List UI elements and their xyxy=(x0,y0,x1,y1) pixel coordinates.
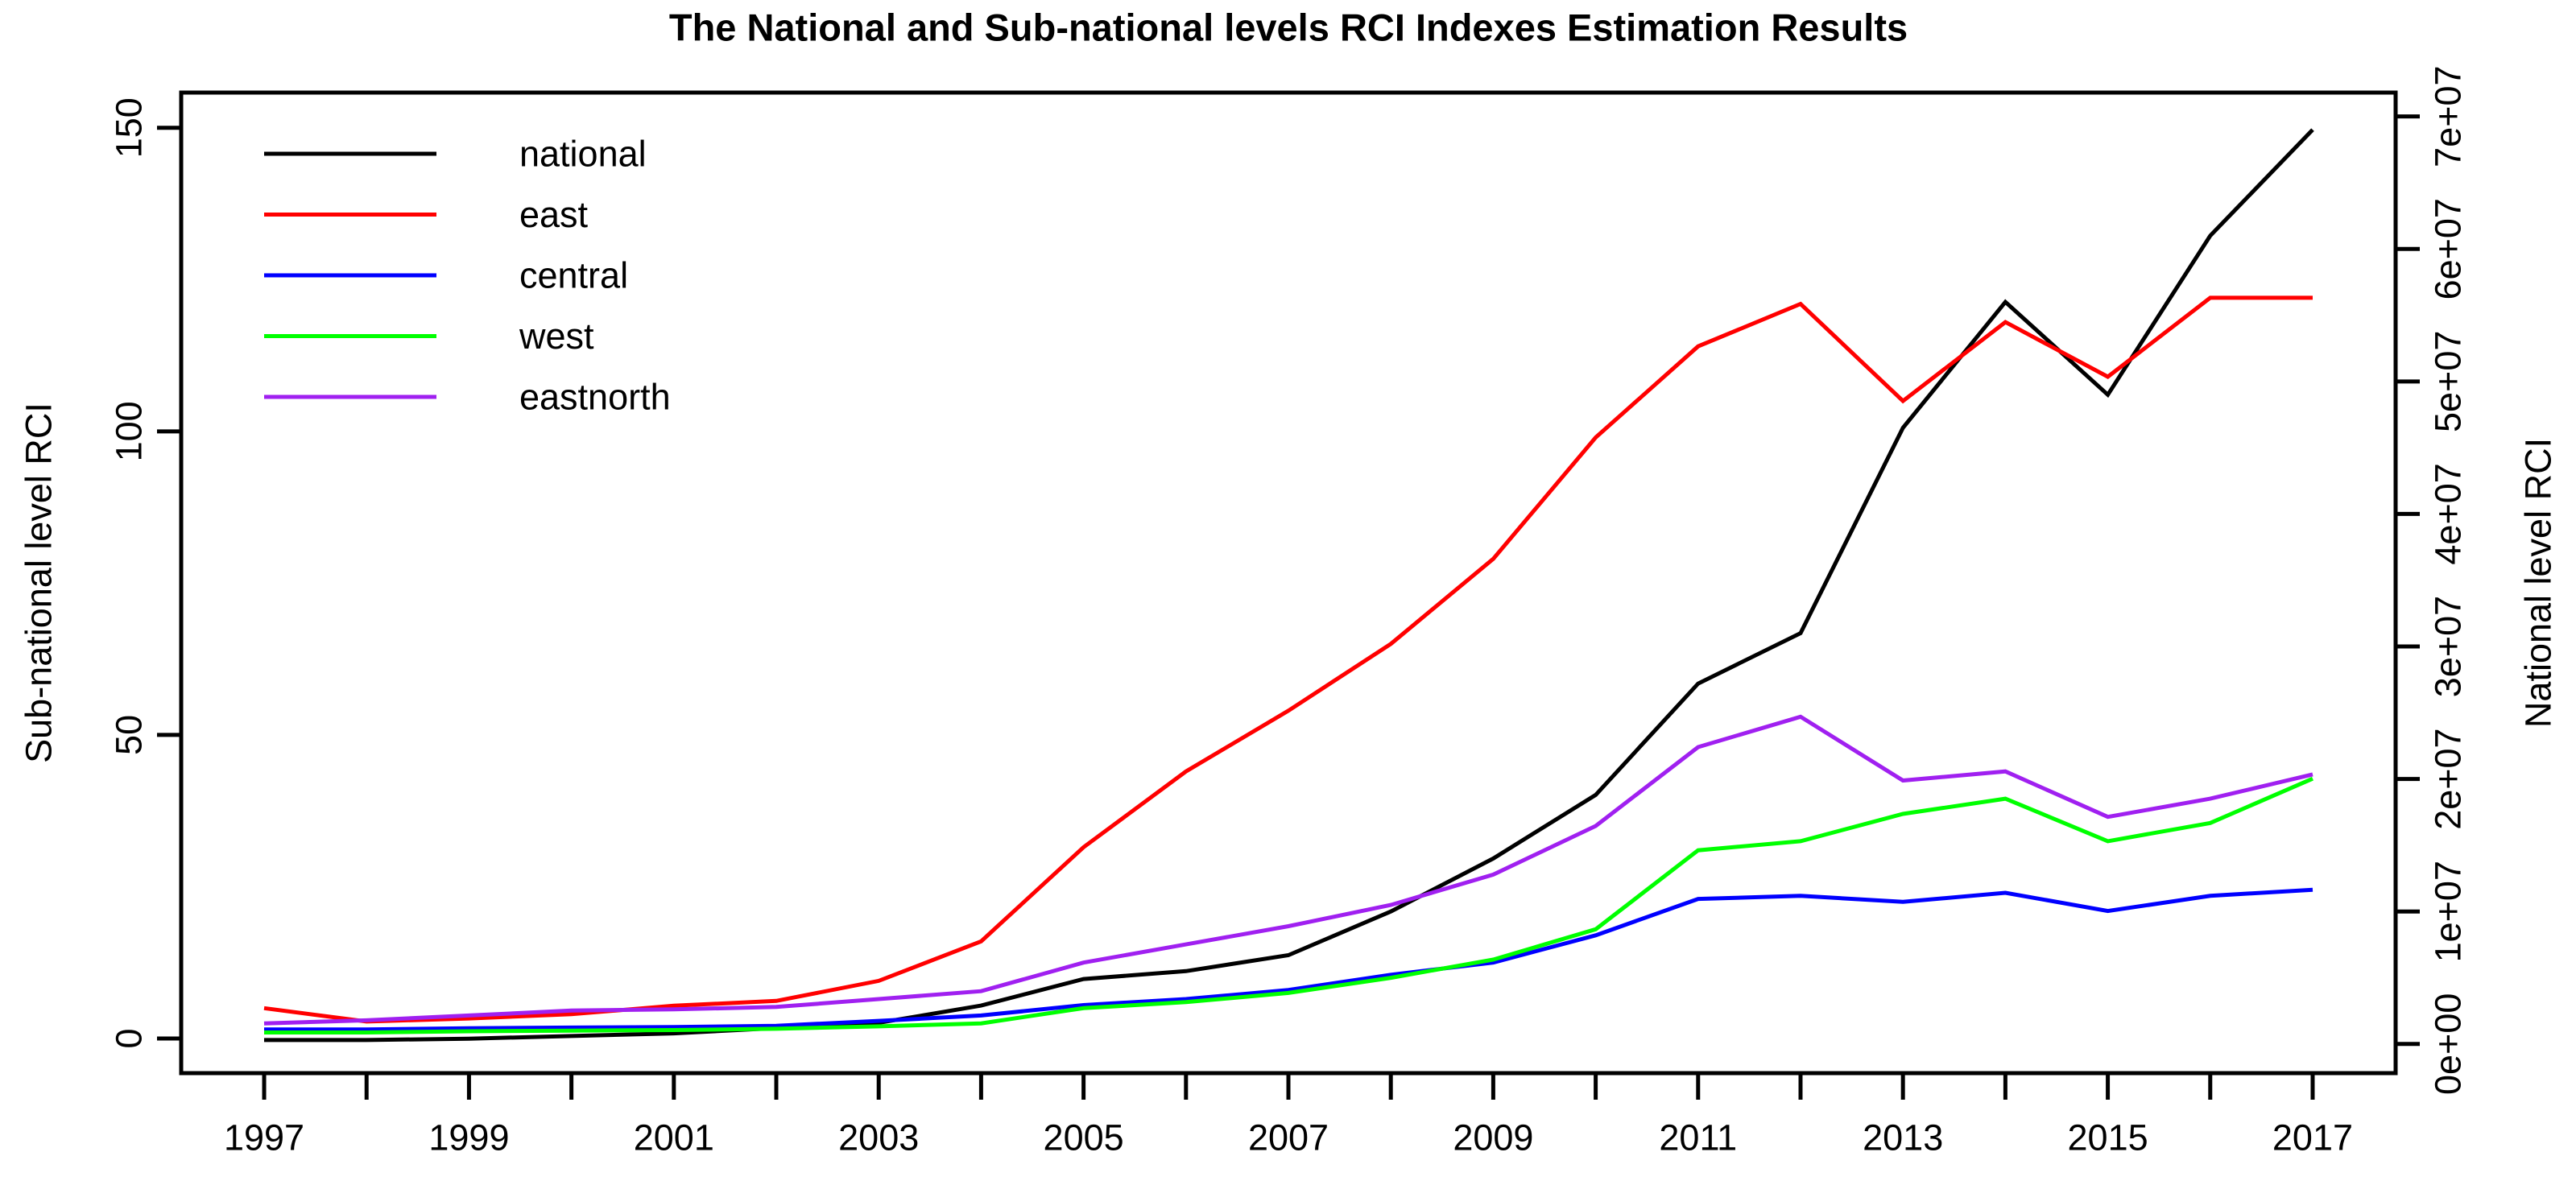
right-tick-label: 4e+07 xyxy=(2428,463,2469,564)
series-line-national xyxy=(264,128,2314,1043)
series-line-central xyxy=(264,887,2313,1032)
right-tick-label: 7e+07 xyxy=(2428,65,2469,167)
right-tick-label: 2e+07 xyxy=(2428,728,2469,829)
x-tick-label: 2015 xyxy=(2068,1117,2148,1158)
left-axis-title: Sub-national level RCI xyxy=(19,403,60,763)
legend-label-west: west xyxy=(519,316,594,357)
x-tick-label: 1999 xyxy=(428,1117,509,1158)
left-tick-label: 0 xyxy=(109,1028,150,1048)
right-axis-title: National level RCI xyxy=(2518,438,2559,728)
x-tick-label: 2005 xyxy=(1044,1117,1124,1158)
legend-label-east: east xyxy=(519,194,589,235)
series-line-west xyxy=(264,776,2313,1034)
legend-label-eastnorth: eastnorth xyxy=(519,377,671,418)
legend-label-national: national xyxy=(519,134,647,175)
x-tick-label: 2013 xyxy=(1863,1117,1943,1158)
x-tick-label: 2003 xyxy=(838,1117,919,1158)
right-tick-label: 1e+07 xyxy=(2428,861,2469,962)
x-tick-label: 1997 xyxy=(224,1117,304,1158)
left-tick-label: 100 xyxy=(109,401,150,461)
x-tick-label: 2011 xyxy=(1659,1117,1737,1158)
right-tick-label: 5e+07 xyxy=(2428,331,2469,432)
x-tick-label: 2007 xyxy=(1248,1117,1329,1158)
left-tick-label: 50 xyxy=(109,715,150,755)
right-tick-label: 6e+07 xyxy=(2428,198,2469,299)
legend-label-central: central xyxy=(519,255,628,296)
x-tick-label: 2001 xyxy=(634,1117,714,1158)
right-tick-label: 3e+07 xyxy=(2428,596,2469,697)
chart-title: The National and Sub-national levels RCI… xyxy=(669,6,1908,49)
x-tick-label: 2017 xyxy=(2272,1117,2353,1158)
left-tick-label: 150 xyxy=(109,97,150,158)
right-tick-label: 0e+00 xyxy=(2428,993,2469,1095)
series-line-eastnorth xyxy=(263,714,2313,1026)
x-tick-label: 2009 xyxy=(1453,1117,1533,1158)
